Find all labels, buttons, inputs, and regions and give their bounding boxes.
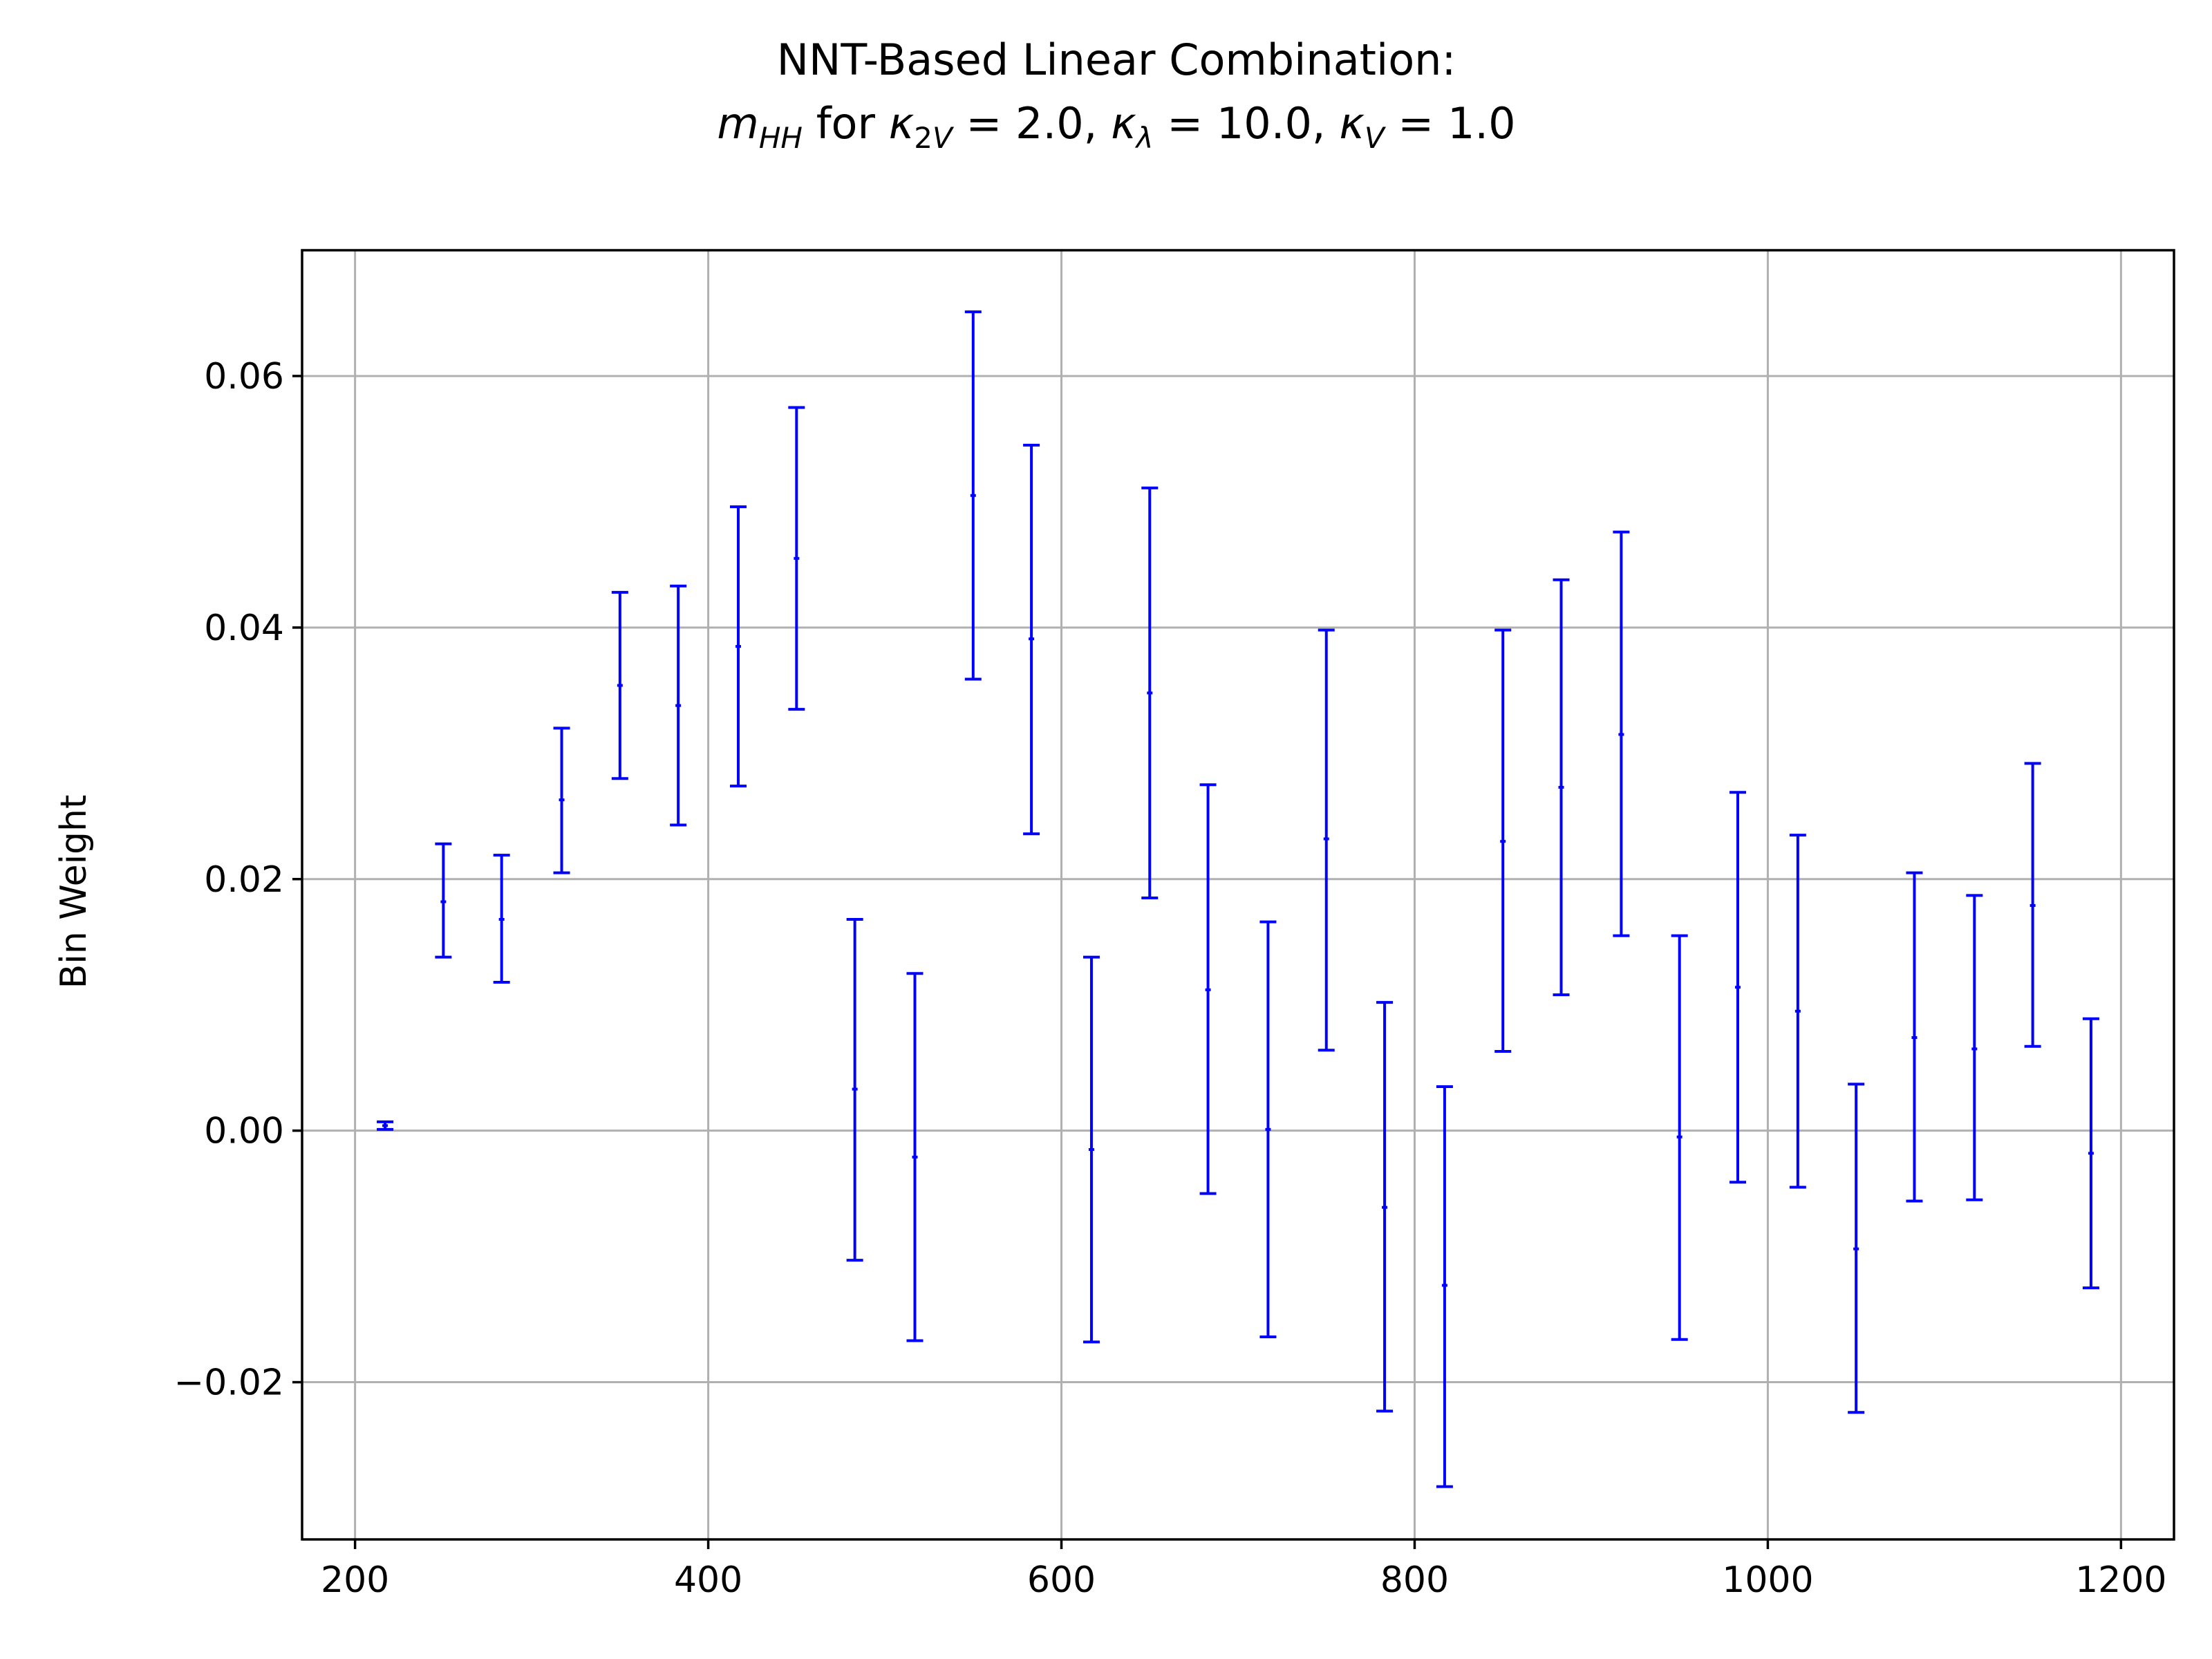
x-tick-label: 1000 xyxy=(1722,1559,1813,1601)
y-axis-label: Bin Weight xyxy=(53,795,95,989)
grid xyxy=(302,250,2174,1539)
errorbar-point xyxy=(1671,934,1688,1341)
errorbar-point xyxy=(906,972,924,1342)
errorbar-point xyxy=(964,310,982,681)
chart-title-line2: mHH for κ2V = 2.0, κλ = 10.0, κV = 1.0 xyxy=(717,98,1515,155)
chart-title-line1: NNT-Based Linear Combination: xyxy=(777,35,1456,85)
errorbar-point xyxy=(846,917,863,1262)
errorbar-point xyxy=(1729,791,1746,1184)
errorbar-point xyxy=(2082,1017,2099,1290)
errorbar-point xyxy=(1966,894,1983,1201)
errorbar-point xyxy=(1023,444,1040,836)
x-tick-label: 400 xyxy=(674,1559,742,1601)
x-tick-label: 200 xyxy=(321,1559,389,1601)
errorbar-point xyxy=(611,590,628,780)
y-tick-label: −0.02 xyxy=(174,1362,284,1404)
errorbar-point xyxy=(1436,1085,1453,1488)
plot-frame xyxy=(301,249,2175,1541)
errorbar-point xyxy=(1259,920,1277,1339)
errorbar-point xyxy=(788,406,805,711)
errorbar-point xyxy=(1848,1082,1865,1414)
errorbar-series xyxy=(377,310,2099,1488)
errorbar-point xyxy=(1141,486,1159,900)
errorbar-point xyxy=(1553,578,1570,997)
errorbar-point xyxy=(1082,955,1100,1344)
errorbar-point xyxy=(1906,871,1923,1203)
errorbar-point xyxy=(2024,762,2041,1048)
y-tick-label: 0.04 xyxy=(204,608,284,649)
y-tick-label: 0.06 xyxy=(204,356,284,397)
y-tick-label: 0.02 xyxy=(204,859,284,901)
errorbar-point xyxy=(670,584,687,827)
errorbar-point xyxy=(435,842,452,959)
errorbar-point xyxy=(730,505,747,788)
errorbar-point xyxy=(377,1120,394,1131)
errorbar-point xyxy=(553,727,570,874)
errorbar-point xyxy=(1494,628,1512,1053)
y-axis-ticks: −0.02 0.00 0.02 0.04 0.06 xyxy=(174,356,302,1404)
x-tick-label: 600 xyxy=(1027,1559,1096,1601)
errorbar-point xyxy=(1376,1001,1394,1413)
errorbar-point xyxy=(1613,530,1630,937)
x-tick-label: 1200 xyxy=(2075,1559,2166,1601)
errorbar-point xyxy=(1318,628,1335,1052)
x-axis-ticks: 200 400 600 800 1000 1200 xyxy=(321,1539,2167,1601)
errorbar-point xyxy=(1199,783,1217,1195)
y-tick-label: 0.00 xyxy=(204,1111,284,1152)
x-tick-label: 800 xyxy=(1380,1559,1449,1601)
errorbar-point xyxy=(493,854,510,984)
errorbar-point xyxy=(1789,834,1806,1189)
